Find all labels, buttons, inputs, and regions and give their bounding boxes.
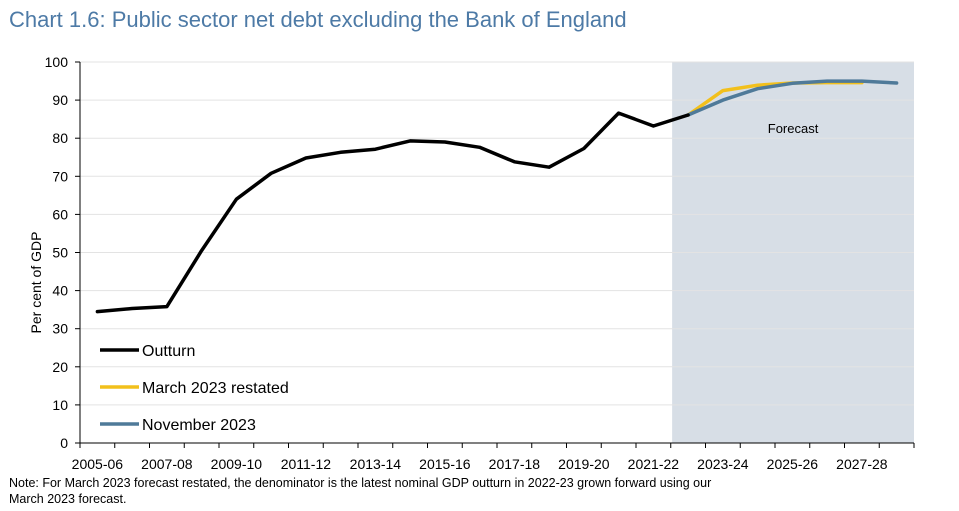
x-tick-label: 2015-16 — [419, 456, 471, 472]
x-tick-label: 2017-18 — [489, 456, 541, 472]
x-tick-label: 2011-12 — [281, 456, 332, 472]
y-tick-label: 40 — [52, 283, 68, 299]
y-axis-label: Per cent of GDP — [28, 232, 44, 334]
y-tick-label: 50 — [52, 245, 68, 261]
chart-title: Chart 1.6: Public sector net debt exclud… — [9, 7, 627, 32]
x-tick-label: 2019-20 — [558, 456, 610, 472]
x-tick-label: 2025-26 — [767, 456, 819, 472]
x-tick-label: 2005-06 — [72, 456, 124, 472]
y-tick-label: 60 — [52, 206, 68, 222]
x-tick-label: 2021-22 — [628, 456, 680, 472]
y-tick-label: 80 — [52, 130, 68, 146]
legend-label: March 2023 restated — [142, 380, 289, 397]
forecast-label: Forecast — [768, 121, 819, 136]
line-chart: Forecast 0 10 20 30 40 50 60 70 80 90 100 2005-06 20… — [28, 54, 915, 472]
y-tick-label: 10 — [52, 397, 68, 413]
x-tick-label: 2027-28 — [836, 456, 888, 472]
series-line-1 — [95, 111, 690, 314]
x-tick-label: 2023-24 — [697, 456, 749, 472]
x-tick-label: 2007-08 — [141, 456, 193, 472]
chart-note: Note: For March 2023 forecast restated, … — [9, 475, 949, 507]
y-tick-label: 30 — [52, 321, 68, 337]
y-tick-label: 100 — [45, 54, 69, 70]
series-line-3 — [686, 79, 899, 117]
note-line-1: Note: For March 2023 forecast restated, … — [9, 476, 712, 490]
legend-label: November 2023 — [142, 417, 256, 434]
note-line-2: March 2023 forecast. — [9, 492, 127, 506]
legend-label: Outturn — [142, 343, 195, 360]
y-tick-label: 20 — [52, 359, 68, 375]
y-tick-label: 90 — [52, 92, 68, 108]
x-tick-label: 2013-14 — [350, 456, 402, 472]
y-tick-label: 70 — [52, 168, 68, 184]
y-tick-label: 0 — [60, 435, 68, 451]
x-tick-label: 2009-10 — [211, 456, 263, 472]
